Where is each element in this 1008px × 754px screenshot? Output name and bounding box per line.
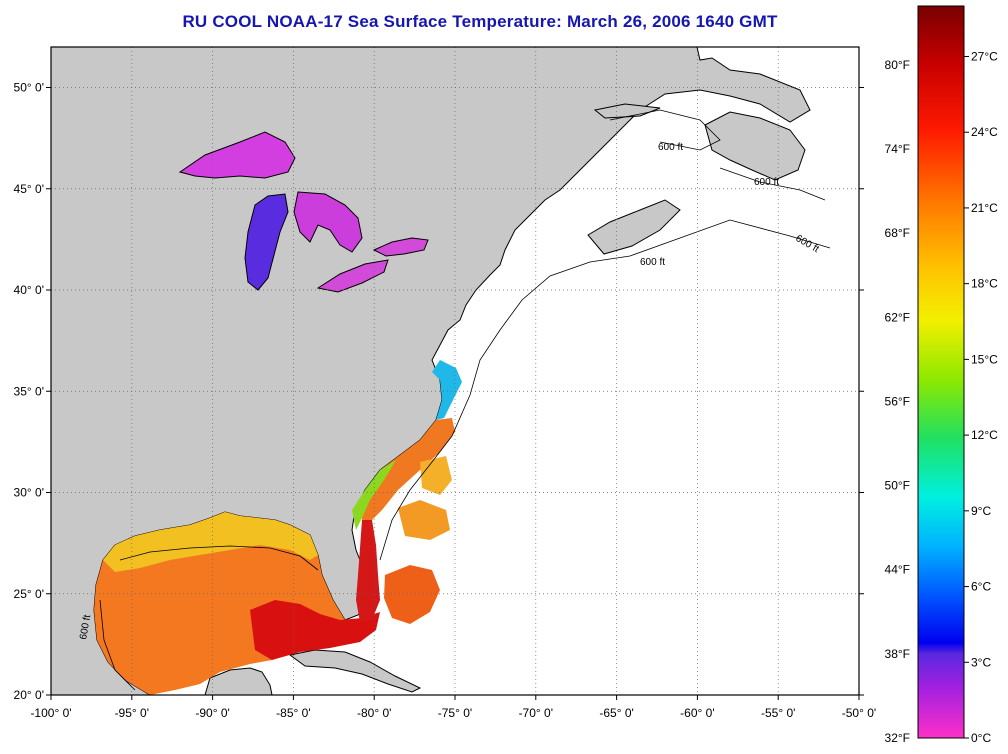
land-yucatan: [204, 667, 273, 695]
contour-atlantic: [379, 219, 831, 561]
lon-tick-label: -90° 0': [195, 706, 229, 720]
longitude-axis-labels: -100° 0' -95° 0' -90° 0' -85° 0' -80° 0' -75°…: [30, 695, 876, 720]
colorbar-fahrenheit-label: 38°F: [885, 647, 910, 661]
colorbar-celsius-label: 3°C: [971, 655, 991, 669]
lake-erie: [316, 259, 389, 293]
lon-tick-label: -70° 0': [519, 706, 553, 720]
atlantic-nearshore-water: [352, 460, 396, 530]
florida-current: [356, 520, 380, 622]
lat-tick-label: 35° 0': [14, 384, 44, 398]
lat-tick-label: 50° 0': [14, 81, 44, 95]
colorbar-celsius-label: 24°C: [971, 125, 998, 139]
colorbar-fahrenheit-label: 32°F: [885, 731, 910, 745]
colorbar-celsius-label: 0°C: [971, 731, 991, 745]
lat-tick-label: 40° 0': [14, 283, 44, 297]
contour-label-5: 600 ft: [658, 142, 683, 153]
colorbar-celsius-label: 27°C: [971, 49, 998, 63]
map-grid: [51, 47, 859, 695]
colorbar-fahrenheit-label: 62°F: [885, 310, 910, 324]
cape-hatteras-cold-water: [432, 360, 462, 420]
atlantic-offshore-patch-2: [420, 456, 452, 495]
contour-label-1: 600 ft: [78, 614, 93, 641]
colorbar-fahrenheit-label: 50°F: [885, 479, 910, 493]
colorbar-fahrenheit-label: 68°F: [885, 226, 910, 240]
colorbar-fahrenheit-label: 80°F: [885, 58, 910, 72]
colorbar-celsius-label: 6°C: [971, 580, 991, 594]
colorbar-fahrenheit-label: 44°F: [885, 563, 910, 577]
colorbar-fahrenheit-labels: 80°F 74°F 68°F 62°F 56°F 50°F 44°F 38°F 32°F: [885, 58, 910, 745]
contour-gulf: [99, 545, 319, 691]
colorbar-fahrenheit-label: 56°F: [885, 394, 910, 408]
lake-ontario: [372, 237, 429, 257]
lon-tick-label: -65° 0': [599, 706, 633, 720]
lake-huron: [293, 191, 363, 253]
colorbar-celsius-label: 18°C: [971, 277, 998, 291]
lake-superior: [178, 131, 296, 179]
land-nova-scotia: [587, 199, 681, 255]
latitude-axis-labels: 20° 0' 25° 0' 30° 0' 35° 0' 40° 0' 45° 0' 50° …: [14, 81, 864, 702]
lon-tick-label: -60° 0': [680, 706, 714, 720]
colorbar: [917, 5, 965, 739]
colorbar-celsius-label: 21°C: [971, 201, 998, 215]
lat-tick-label: 30° 0': [14, 486, 44, 500]
colorbar-fahrenheit-label: 74°F: [885, 142, 910, 156]
gulf-north-shelf: [103, 512, 318, 572]
lat-tick-label: 45° 0': [14, 182, 44, 196]
lon-tick-label: -55° 0': [761, 706, 795, 720]
land-newfoundland: [704, 111, 806, 181]
lat-tick-label: 25° 0': [14, 587, 44, 601]
lon-tick-label: -75° 0': [438, 706, 472, 720]
contour-label-3: 600 ft: [640, 257, 665, 268]
atlantic-offshore-patch: [398, 500, 450, 540]
colorbar-celsius-label: 12°C: [971, 428, 998, 442]
lake-michigan: [244, 193, 289, 291]
lon-tick-label: -50° 0': [842, 706, 876, 720]
map-title: RU COOL NOAA-17 Sea Surface Temperature:…: [182, 12, 778, 31]
gulf-loop-current: [250, 600, 380, 660]
colorbar-celsius-labels: 27°C 24°C 21°C 18°C 15°C 12°C 9°C 6°C 3°C 0°C: [964, 49, 998, 745]
lon-tick-label: -100° 0': [30, 706, 71, 720]
lon-tick-label: -80° 0': [357, 706, 391, 720]
lat-tick-label: 20° 0': [14, 688, 44, 702]
colorbar-celsius-label: 9°C: [971, 504, 991, 518]
lon-tick-label: -95° 0': [115, 706, 149, 720]
contour-northeast: [609, 109, 826, 201]
bahamas-warm-water: [384, 565, 440, 624]
colorbar-celsius-label: 15°C: [971, 352, 998, 366]
contour-label-4: 600 ft: [754, 177, 779, 188]
land-cuba: [288, 649, 422, 693]
lon-tick-label: -85° 0': [276, 706, 310, 720]
atlantic-shelf-water: [362, 418, 455, 520]
